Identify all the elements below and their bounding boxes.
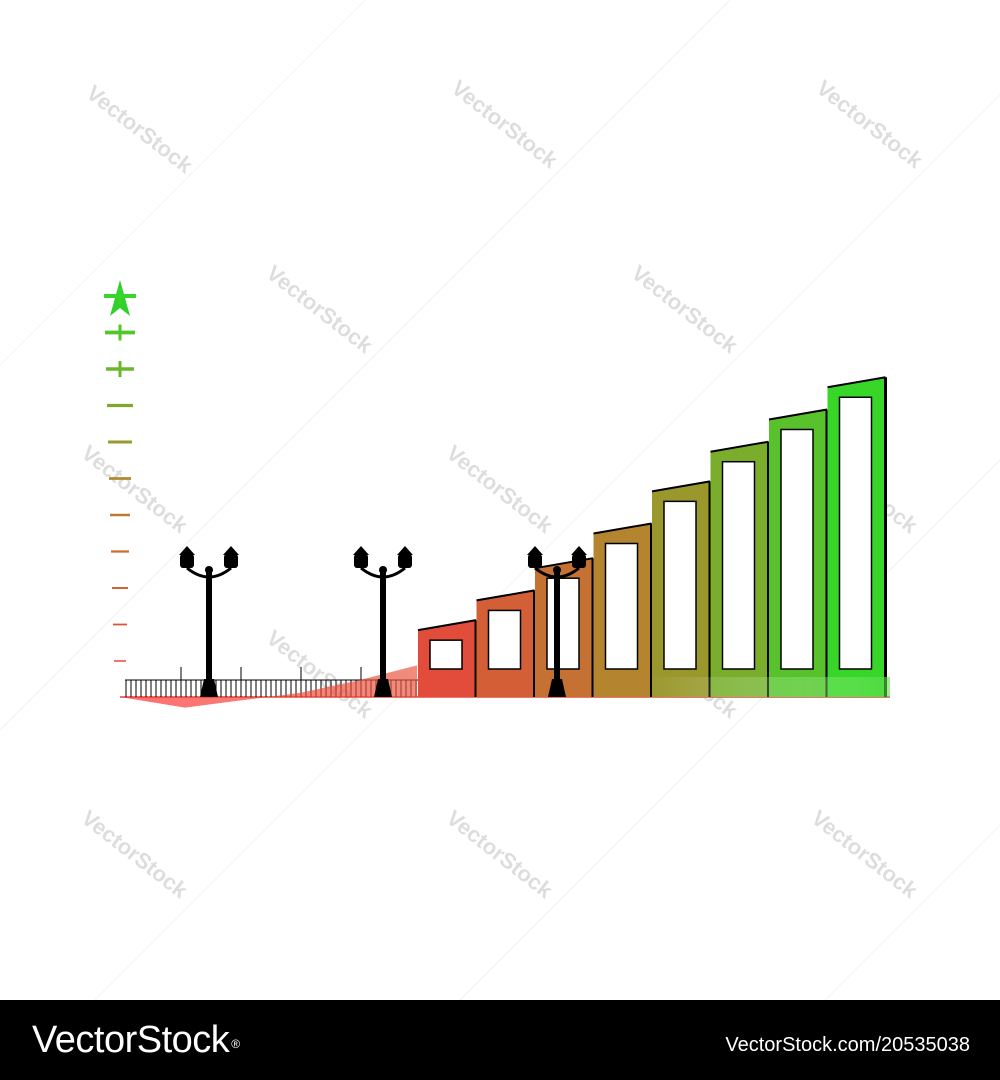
lamp-base: [548, 679, 566, 697]
bar: [827, 376, 887, 697]
lamp-arm: [360, 566, 406, 579]
bar: [593, 522, 653, 697]
lamp-pole: [206, 572, 212, 687]
watermark-text: VectorStock: [807, 805, 923, 903]
lamp-cap: [353, 546, 369, 555]
street-lamps: [179, 546, 587, 697]
watermark-line: [459, 459, 1000, 1000]
bar-top-edge: [476, 589, 535, 602]
lamp-head: [224, 554, 238, 568]
bar: [417, 619, 478, 697]
lamp-cap: [571, 546, 587, 555]
street-lamp-icon: [527, 546, 587, 697]
lamp-head: [528, 554, 542, 568]
lamp-pole: [380, 572, 386, 687]
bar-hollow: [663, 500, 697, 670]
lamp-cap: [223, 546, 239, 555]
lamp-cap: [397, 546, 413, 555]
bar-top-edge: [417, 619, 477, 632]
bar-series: [120, 376, 890, 708]
lamp-base: [374, 679, 392, 697]
registered-mark: ®: [231, 1037, 240, 1051]
bar-hollow: [487, 609, 522, 670]
lamp-cap: [527, 546, 543, 555]
bar-hollow: [721, 460, 756, 670]
lamp-arm: [186, 566, 232, 579]
bar-hollow: [429, 639, 463, 670]
bar-chart: VectorStock VectorStock VectorStock VectorS…: [0, 0, 1000, 1000]
ground-glow: [650, 677, 890, 697]
lamp-pole: [554, 572, 560, 687]
watermark-line: [0, 0, 731, 731]
watermark-line: [824, 824, 1000, 1000]
watermark-text: VectorStock: [812, 75, 928, 173]
bar-top-edge: [651, 480, 711, 493]
brand-logo: VectorStock ®: [32, 1018, 240, 1062]
lamp-finial: [379, 566, 387, 574]
footer-bar: VectorStock ® VectorStock.com/20535038: [0, 1000, 1000, 1080]
bar-top-edge: [710, 440, 769, 453]
bar-top-edge: [593, 522, 652, 535]
bar: [710, 440, 770, 697]
lamp-head: [354, 554, 368, 568]
brand-name: VectorStock: [32, 1019, 230, 1061]
bar-hollow: [780, 428, 814, 670]
bar-hollow: [838, 396, 873, 670]
bar: [651, 480, 712, 697]
watermark-line: [0, 0, 366, 366]
lamp-head: [180, 554, 194, 568]
chart-canvas: VectorStock VectorStock VectorStock VectorS…: [0, 0, 1000, 1000]
street-lamp-icon: [353, 546, 413, 697]
bar-top-edge: [768, 408, 828, 421]
bar-hollow: [546, 577, 580, 670]
bar-hollow: [604, 542, 639, 670]
bar: [534, 557, 595, 697]
street-lamp-icon: [179, 546, 239, 697]
watermark-text: VectorStock: [262, 260, 378, 358]
watermark-text: VectorStock: [77, 440, 193, 538]
bar: [476, 589, 536, 697]
watermark-text: VectorStock: [77, 805, 193, 903]
lamp-head: [398, 554, 412, 568]
lamp-base: [200, 679, 218, 697]
image-url: VectorStock.com/20535038: [725, 1034, 970, 1056]
watermark-text: VectorStock: [442, 440, 558, 538]
lamp-head: [572, 554, 586, 568]
watermark-line: [94, 94, 1000, 1000]
lamp-arm: [534, 566, 580, 579]
watermark-text: VectorStock: [447, 75, 563, 173]
watermark-text: VectorStock: [82, 80, 198, 178]
lamp-cap: [179, 546, 195, 555]
bar-top-edge: [827, 376, 886, 389]
lamp-finial: [553, 566, 561, 574]
watermark-text: VectorStock: [627, 260, 743, 358]
bar: [768, 408, 829, 697]
watermark-text: VectorStock: [442, 805, 558, 903]
lamp-finial: [205, 566, 213, 574]
bar-ramp: [120, 665, 417, 708]
